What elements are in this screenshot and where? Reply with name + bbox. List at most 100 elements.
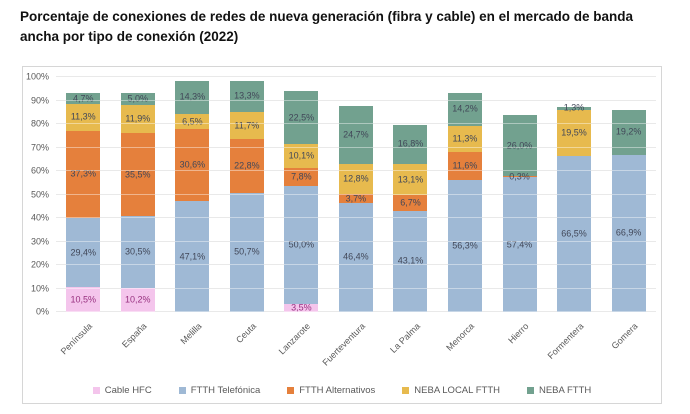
x-axis-label-espana: España — [120, 321, 149, 350]
legend-item-neba-local-ftth: NEBA LOCAL FTTH — [402, 384, 500, 396]
segment-ftth-alternativos: 22,8% — [229, 139, 264, 193]
segment-value-label: 14,2% — [452, 103, 478, 114]
legend-label: NEBA FTTH — [538, 384, 592, 396]
segment-value-label: 19,2% — [615, 126, 642, 137]
segment-value-label: 22,8% — [234, 160, 260, 171]
segment-value-label: 10,2% — [125, 294, 151, 305]
segment-value-label: 3,7% — [345, 193, 367, 204]
segment-value-label: 10,1% — [288, 150, 315, 161]
segment-value-label: 4,7% — [73, 93, 94, 104]
segment-neba-local-ftth: 13,1% — [393, 164, 428, 195]
legend-swatch-icon — [526, 386, 534, 394]
segment-ftth-alternativos: 6,7% — [393, 194, 428, 211]
segment-ftth-telefonica: 56,3% — [447, 179, 482, 312]
x-axis-label-la-palma: La Palma — [387, 321, 422, 355]
chart-title: Porcentaje de conexiones de redes de nue… — [20, 9, 633, 44]
segment-value-label: 5,0% — [127, 93, 149, 104]
segment-value-label: 22,5% — [288, 112, 315, 123]
x-axis-label-menorca: Menorca — [444, 321, 477, 353]
segment-neba-local-ftth: 11,3% — [66, 104, 101, 131]
segment-value-label: 12,8% — [343, 173, 369, 184]
segment-value-label: 66,9% — [615, 227, 642, 238]
segment-neba-local-ftth: 11,3% — [447, 125, 482, 153]
chart-container: 10,5% 29,4% 37,3% 11,3% 4,7% 10,2% 30,5% 35,5% 1… — [22, 66, 662, 404]
segment-value-label: 11,3% — [452, 133, 478, 144]
segment-value-label: 13,3% — [234, 90, 260, 101]
y-tick-label: 0% — [35, 306, 49, 317]
segment-ftth-telefonica: 66,5% — [557, 155, 592, 312]
segment-ftth-alternativos: 35,5% — [120, 132, 155, 217]
segment-ftth-alternativos: 11,6% — [447, 152, 482, 180]
legend-swatch-icon — [287, 386, 295, 394]
segment-cable-hfc: 3,5% — [284, 302, 319, 313]
segment-ftth-telefonica: 29,4% — [66, 218, 101, 288]
segment-value-label: 1,3% — [563, 102, 585, 113]
segment-neba-local-ftth: 10,1% — [284, 144, 319, 168]
legend-label: Cable HFC — [104, 384, 152, 396]
y-tick-label: 70% — [30, 142, 49, 152]
segment-ftth-alternativos: 30,6% — [175, 129, 210, 202]
segment-ftth-alternativos: 7,8% — [284, 167, 319, 187]
legend-label: NEBA LOCAL FTTH — [414, 384, 500, 396]
segment-neba-local-ftth: 6,5% — [175, 114, 210, 130]
bar-fuerteventura: 46,4% 3,7% 12,8% 24,7% — [338, 77, 373, 312]
x-axis-label-melilla: Melilla — [178, 321, 204, 347]
segment-value-label: 11,6% — [452, 160, 478, 171]
segment-neba-ftth: 14,2% — [447, 92, 482, 126]
y-axis-ticks: 0% 10% 20% 30% 40% 50% 60% 70% 80% 90% 100% — [23, 72, 52, 316]
segment-value-label: 50,0% — [288, 239, 315, 250]
bar-lanzarote: 3,5% 50,0% 7,8% 10,1% 22,5% — [284, 77, 319, 313]
segment-cable-hfc: 10,5% — [66, 287, 101, 312]
legend-item-ftth-telefonica: FTTH Telefónica — [178, 385, 260, 396]
segment-value-label: 6,5% — [182, 116, 203, 127]
legend: Cable HFC FTTH Telefónica FTTH Alternativo… — [23, 384, 661, 396]
bar-group: 10,5% 29,4% 37,3% 11,3% 4,7% 10,2% 30,5% 35,5% 1… — [56, 77, 656, 312]
x-axis-label-gomera: Gomera — [609, 321, 640, 352]
segment-neba-ftth: 19,2% — [611, 109, 646, 155]
segment-ftth-alternativos: 0,3% — [502, 172, 537, 181]
bar-gomera: 66,9% 19,2% — [611, 77, 646, 312]
segment-ftth-telefonica: 30,5% — [120, 216, 155, 289]
segment-value-label: 46,4% — [343, 251, 369, 262]
y-tick-label: 80% — [30, 118, 49, 129]
x-axis-label-formentera: Formentera — [545, 321, 586, 361]
bar-formentera: 66,5% 19,5% 1,3% — [557, 77, 592, 312]
x-axis-label-lanzarote: Lanzarote — [277, 321, 313, 357]
y-tick-label: 50% — [30, 189, 49, 199]
bar-menorca: 56,3% 11,6% 11,3% 14,2% — [447, 77, 482, 312]
segment-value-label: 66,5% — [561, 228, 587, 239]
segment-ftth-telefonica: 43,1% — [393, 210, 428, 312]
x-axis-labels: Península España Melilla Ceuta Lanzarote Fuer… — [56, 316, 656, 374]
segment-ftth-telefonica: 57,4% — [502, 177, 537, 312]
segment-value-label: 26,0% — [506, 140, 533, 151]
segment-neba-ftth: 13,3% — [229, 80, 264, 112]
segment-neba-ftth: 1,3% — [557, 102, 592, 113]
x-axis-label-hierro: Hierro — [506, 321, 531, 346]
segment-value-label: 14,3% — [179, 91, 206, 102]
segment-value-label: 24,7% — [343, 129, 369, 140]
bar-espana: 10,2% 30,5% 35,5% 11,9% 5,0% — [120, 77, 155, 312]
segment-value-label: 7,8% — [291, 171, 312, 182]
segment-value-label: 29,4% — [70, 247, 97, 258]
segment-ftth-alternativos: 3,7% — [338, 193, 373, 204]
segment-value-label: 3,5% — [291, 302, 312, 313]
bar-melilla: 47,1% 30,6% 6,5% 14,3% — [175, 77, 210, 312]
segment-value-label: 11,9% — [125, 113, 151, 124]
segment-neba-ftth: 4,7% — [66, 93, 101, 105]
segment-value-label: 37,3% — [70, 168, 97, 179]
segment-neba-local-ftth: 19,5% — [557, 109, 592, 156]
legend-label: FTTH Alternativos — [299, 384, 376, 396]
segment-value-label: 47,1% — [179, 251, 206, 262]
x-axis-label-peninsula: Península — [58, 321, 95, 357]
bar-la-palma: 43,1% 6,7% 13,1% 16,8% — [393, 77, 428, 312]
segment-ftth-alternativos: 37,3% — [66, 130, 101, 219]
segment-value-label: 10,5% — [70, 294, 97, 305]
segment-value-label: 0,3% — [509, 171, 530, 182]
segment-value-label: 35,5% — [125, 169, 151, 180]
segment-value-label: 11,7% — [234, 120, 260, 131]
x-axis-label-fuerteventura: Fuerteventura — [320, 321, 368, 368]
segment-ftth-telefonica: 66,9% — [611, 154, 646, 312]
segment-value-label: 13,1% — [397, 174, 424, 185]
legend-swatch-icon — [92, 386, 100, 394]
segment-neba-local-ftth: 11,9% — [120, 104, 155, 133]
